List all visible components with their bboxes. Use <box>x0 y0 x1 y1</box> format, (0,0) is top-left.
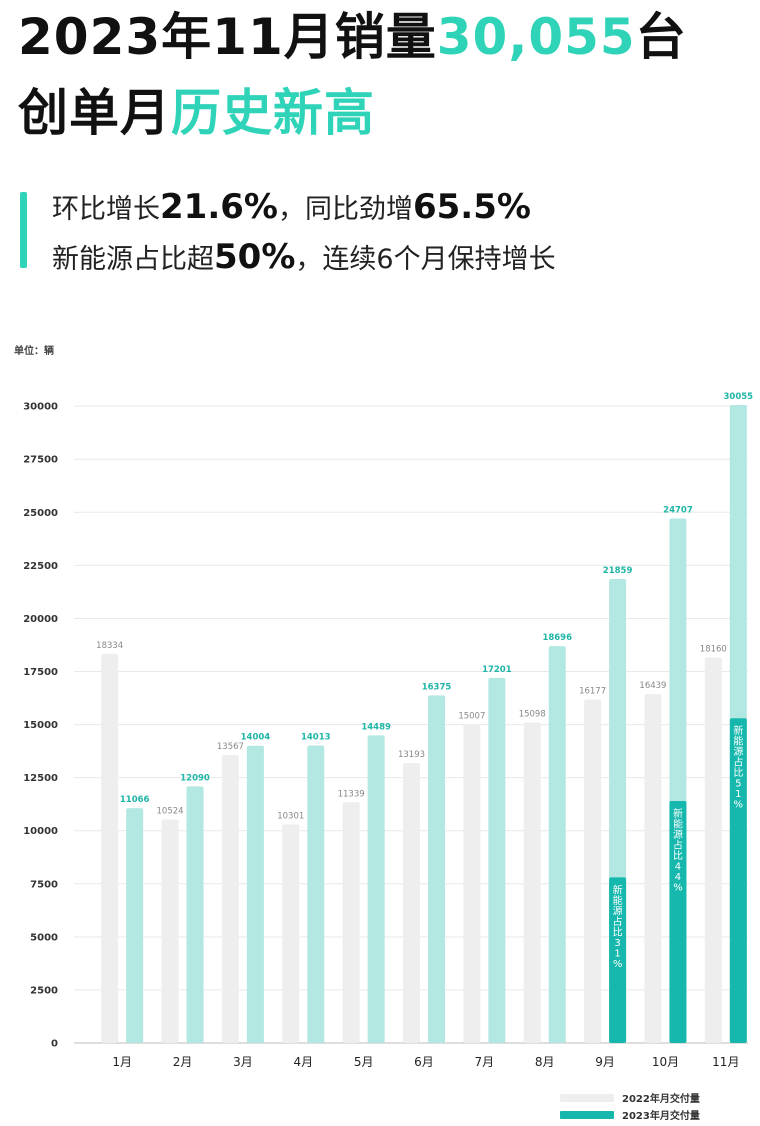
data-label-2022: 15007 <box>458 711 485 721</box>
bar-2022 <box>342 802 360 1043</box>
data-label-2022: 13567 <box>217 742 244 752</box>
subtitle-line-2: 新能源占比超50%，连续6个月保持增长 <box>52 240 556 274</box>
y-tick-label: 12500 <box>23 773 58 784</box>
x-tick-label: 8月 <box>535 1055 555 1069</box>
data-label-2023: 17201 <box>482 665 512 675</box>
legend-swatch-2022 <box>560 1093 614 1102</box>
data-label-2022: 10301 <box>277 811 304 821</box>
legend-swatch-2023 <box>560 1110 614 1119</box>
headline-2-highlight: 历史新高 <box>171 84 375 142</box>
nev-share-label: 新能源占比 5 1% <box>733 724 743 811</box>
data-label-2022: 10524 <box>157 807 184 817</box>
subtitle-2-b: 50% <box>214 237 296 277</box>
nev-share-label: 新能源占比 3 1% <box>613 883 623 970</box>
legend-label-2023: 2023年月交付量 <box>622 1111 700 1122</box>
legend-label-2022: 2022年月交付量 <box>622 1094 700 1105</box>
y-tick-label: 25000 <box>23 508 58 519</box>
y-tick-label: 22500 <box>23 561 58 572</box>
subtitle-1-d: 65.5% <box>412 187 531 227</box>
data-label-2022: 16439 <box>639 681 666 691</box>
headline-1-suffix: 台 <box>635 8 687 66</box>
subtitle-1-a: 环比增长 <box>52 194 160 225</box>
y-tick-label: 0 <box>51 1039 58 1050</box>
data-label-2023: 24707 <box>663 506 693 516</box>
data-label-2023: 14013 <box>301 733 331 743</box>
y-tick-label: 15000 <box>23 720 58 731</box>
bar-2022 <box>161 819 179 1043</box>
data-label-2022: 11339 <box>338 789 365 799</box>
subtitle-2-a: 新能源占比超 <box>52 244 214 275</box>
bar-2022 <box>101 653 119 1043</box>
x-tick-label: 5月 <box>354 1055 374 1069</box>
subtitle-2-c: ，连续6个月保持增长 <box>295 244 556 275</box>
accent-bar <box>20 192 27 268</box>
bar-2022 <box>523 722 541 1043</box>
subtitle-line-1: 环比增长21.6%，同比劲增65.5% <box>52 190 531 224</box>
x-tick-label: 7月 <box>475 1055 495 1069</box>
bar-nev-share <box>609 877 627 1043</box>
y-tick-label: 27500 <box>23 455 58 466</box>
nev-share-label: 新能源占比 4 4% <box>673 807 683 894</box>
y-tick-label: 2500 <box>30 985 58 996</box>
subtitle-1-c: ，同比劲增 <box>277 194 413 225</box>
bar-2023 <box>488 677 506 1043</box>
x-tick-label: 9月 <box>595 1055 615 1069</box>
headline-line-2: 创单月历史新高 <box>18 88 375 138</box>
y-tick-label: 7500 <box>30 879 58 890</box>
headline-2-prefix: 创单月 <box>18 84 171 142</box>
bar-nev-share <box>729 718 747 1043</box>
data-label-2022: 13193 <box>398 750 425 760</box>
bar-2023 <box>126 808 144 1043</box>
bar-2022 <box>584 699 602 1043</box>
data-label-2023: 12090 <box>180 773 210 783</box>
headline-line-1: 2023年11月销量30,055台 <box>18 12 687 62</box>
legend-item-2023: 2023年月交付量 <box>560 1107 700 1122</box>
data-label-2023: 21859 <box>603 566 633 576</box>
headline-1-prefix: 2023年11月销量 <box>18 8 437 66</box>
bar-2023 <box>246 745 264 1043</box>
data-label-2023: 18696 <box>542 633 572 643</box>
legend-item-2022: 2022年月交付量 <box>560 1090 700 1105</box>
data-label-2022: 16177 <box>579 687 606 697</box>
bar-nev-share <box>669 801 687 1043</box>
data-label-2022: 18160 <box>700 645 727 655</box>
x-tick-label: 2月 <box>173 1055 193 1069</box>
bar-2023 <box>186 786 204 1043</box>
bar-2023 <box>548 646 566 1043</box>
x-tick-label: 10月 <box>652 1055 679 1069</box>
y-tick-label: 30000 <box>23 402 58 413</box>
subtitle-1-b: 21.6% <box>160 187 278 227</box>
bar-2022 <box>221 755 239 1043</box>
bar-2022 <box>403 762 420 1043</box>
data-label-2023: 16375 <box>422 682 452 692</box>
data-label-2023: 11066 <box>120 795 150 805</box>
data-label-2022: 15098 <box>519 710 546 720</box>
bar-2022 <box>704 657 722 1043</box>
data-label-2023: 14489 <box>361 722 391 732</box>
x-tick-label: 6月 <box>414 1055 434 1069</box>
x-tick-label: 3月 <box>233 1055 253 1069</box>
bar-2023 <box>367 735 385 1043</box>
y-tick-label: 17500 <box>23 667 58 678</box>
x-tick-label: 11月 <box>712 1055 739 1069</box>
y-tick-label: 20000 <box>23 614 58 625</box>
headline-1-highlight: 30,055 <box>436 8 636 66</box>
data-label-2022: 18334 <box>96 641 123 651</box>
bar-2023 <box>428 695 445 1043</box>
y-tick-label: 10000 <box>23 826 58 837</box>
bar-2022 <box>644 694 662 1043</box>
data-label-2023: 14004 <box>241 733 271 743</box>
unit-label: 单位：辆 <box>14 344 54 357</box>
y-tick-label: 5000 <box>30 932 58 943</box>
bar-2022 <box>463 724 481 1043</box>
bar-2022 <box>282 824 300 1043</box>
x-tick-label: 4月 <box>293 1055 313 1069</box>
bar-2023 <box>307 745 325 1043</box>
sales-bar-chart: 单位：辆 0 2500 5000 7500 10000 12500 15000 17500 20… <box>14 344 754 1069</box>
data-label-2023: 30055 <box>724 392 754 402</box>
x-tick-label: 1月 <box>112 1055 132 1069</box>
